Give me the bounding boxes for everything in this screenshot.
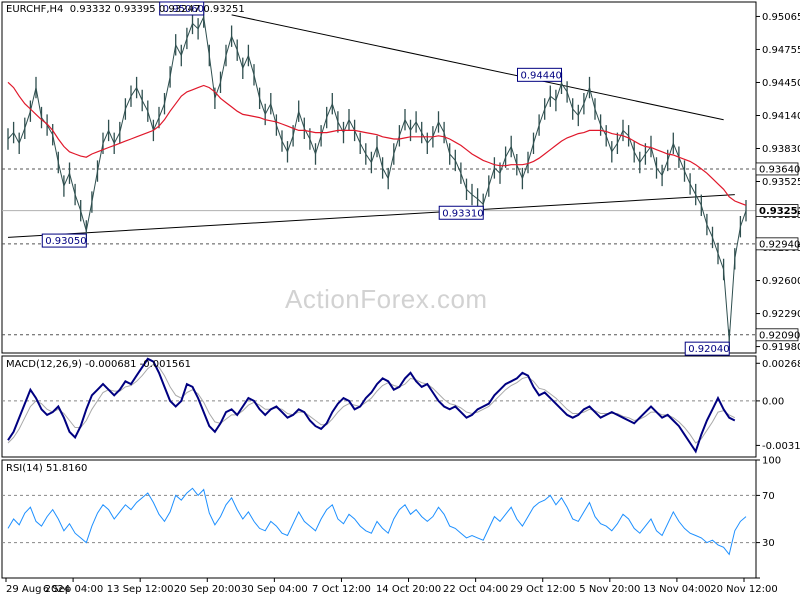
macd-header: MACD(12,26,9) -0.000681 -0.001561	[6, 359, 191, 370]
current-price-label: 0.93251	[759, 206, 800, 217]
x-tick-label: 29 Aug 2024	[6, 584, 70, 595]
price-y-tick-label: 0.92290	[762, 309, 800, 320]
macd-y-tick-label: -0.003174	[762, 441, 800, 452]
x-tick-label: 7 Oct 12:00	[312, 584, 371, 595]
x-tick-label: 13 Sep 12:00	[107, 584, 174, 595]
level-tag-box	[755, 237, 799, 251]
macd-line	[7, 357, 736, 454]
price-y-tick-label: 0.94140	[762, 111, 800, 122]
level-tag-label: 0.93640	[759, 164, 800, 175]
price-annotation-label: 0.95060	[163, 4, 204, 15]
price-panel-frame	[1, 1, 757, 354]
level-tag-box	[755, 162, 799, 176]
current-price-box	[755, 204, 799, 217]
x-tick-label: 14 Oct 20:00	[376, 584, 441, 595]
x-tick-label: 20 Nov 12:00	[710, 584, 777, 595]
price-annotation-box	[438, 205, 484, 220]
price-line	[7, 15, 747, 341]
macd-y-tick-label: 0.00	[762, 396, 784, 407]
macd-y-tick-label: 0.002681	[762, 359, 800, 370]
price-annotation-label: 0.93310	[442, 208, 483, 219]
watermark: ActionForex.com	[285, 284, 488, 314]
price-annotation-box	[684, 341, 730, 356]
price-y-tick-label: 0.93830	[762, 144, 800, 155]
price-y-tick-label: 0.94755	[762, 45, 800, 56]
x-tick-label: 30 Sep 04:00	[241, 584, 308, 595]
macd-panel-frame	[1, 355, 757, 458]
price-annotation-box	[517, 67, 562, 82]
price-y-tick-label: 0.92600	[762, 276, 800, 287]
rsi-line	[7, 487, 747, 556]
level-tag-label: 0.92090	[759, 330, 800, 341]
macd-signal-line	[7, 363, 736, 444]
rsi-panel-frame	[1, 459, 757, 579]
rsi-header: RSI(14) 51.8160	[6, 463, 88, 474]
x-tick-label: 29 Oct 12:00	[510, 584, 575, 595]
level-tag-label: 0.92940	[759, 239, 800, 250]
x-tick-label: 13 Nov 04:00	[643, 584, 710, 595]
support-trendline	[7, 194, 735, 238]
price-annotation-box	[159, 1, 205, 16]
symbol-header: EURCHF,H4 0.93332 0.93395 0.93247 0.9325…	[6, 4, 245, 15]
price-annotation-label: 0.93050	[45, 236, 86, 247]
price-y-tick-label: 0.94450	[762, 78, 800, 89]
price-y-tick-label: 0.95065	[762, 12, 800, 23]
x-tick-label: 5 Nov 20:00	[579, 584, 640, 595]
price-annotation-label: 0.92040	[688, 344, 729, 355]
x-tick-label: 6 Sep 04:00	[43, 584, 103, 595]
price-annotation-box	[41, 233, 87, 248]
rsi-y-tick-label: 100	[762, 456, 781, 467]
moving-average-line	[7, 81, 747, 206]
price-y-tick-label: 0.91980	[762, 342, 800, 353]
price-y-tick-label: 0.93525	[762, 177, 800, 188]
level-tag-box	[755, 328, 799, 342]
x-tick-label: 22 Oct 04:00	[443, 584, 508, 595]
x-tick-label: 20 Sep 20:00	[174, 584, 241, 595]
resistance-trendline	[231, 14, 724, 121]
rsi-y-tick-label: 30	[762, 538, 775, 549]
rsi-y-tick-label: 70	[762, 491, 775, 502]
price-annotation-label: 0.94440	[521, 70, 562, 81]
